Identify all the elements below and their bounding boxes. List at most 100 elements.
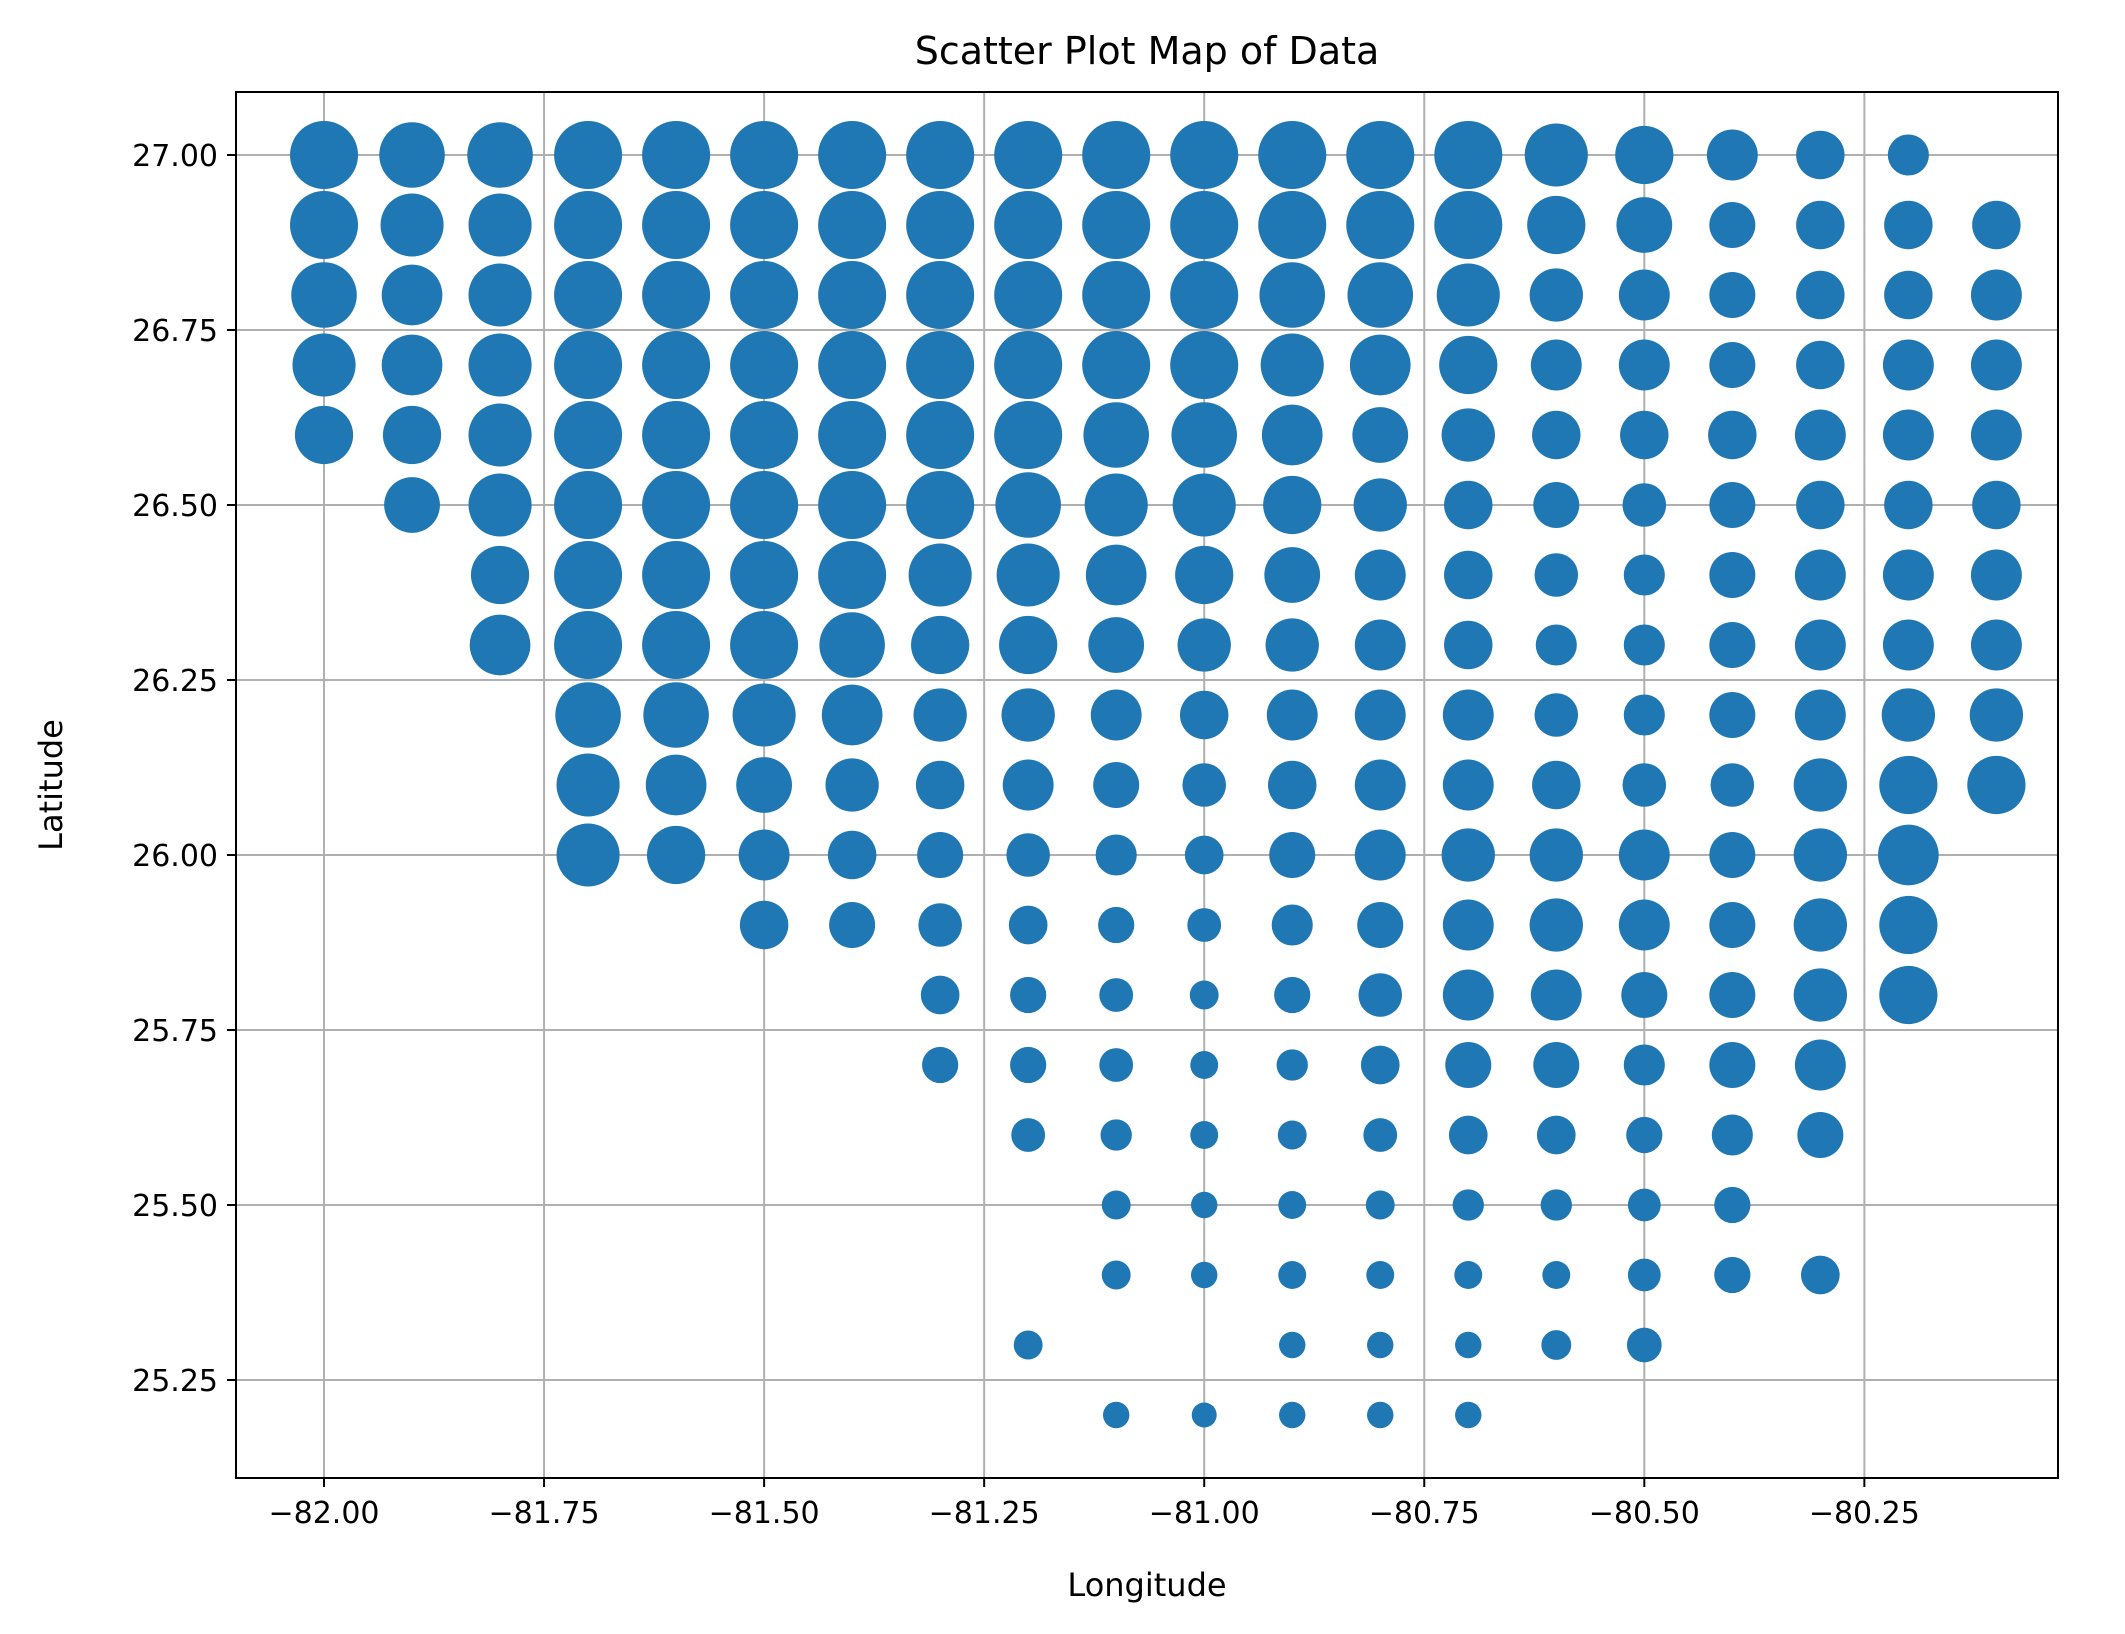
scatter-point <box>291 262 357 328</box>
scatter-point <box>1967 755 2026 815</box>
scatter-point <box>642 261 711 329</box>
scatter-point <box>1084 473 1148 537</box>
scatter-point <box>1268 760 1317 810</box>
scatter-point <box>1796 270 1845 320</box>
y-tick-label: 26.75 <box>132 314 218 349</box>
scatter-point <box>1445 1042 1492 1088</box>
scatter-point <box>1095 834 1137 876</box>
scatter-point <box>1190 1191 1218 1219</box>
scatter-point <box>1011 1118 1046 1152</box>
scatter-point <box>290 121 359 189</box>
x-axis-ticks: −82.00 −81.75 −81.50 −81.25 −81.00 −80.75 −80.… <box>269 1478 1920 1531</box>
scatter-point <box>1454 1261 1483 1289</box>
scatter-point <box>1434 121 1503 189</box>
scatter-point <box>1093 762 1140 808</box>
scatter-point <box>554 261 623 329</box>
scatter-point <box>1347 262 1414 328</box>
y-tick-label: 26.50 <box>132 489 218 524</box>
scatter-point <box>1455 1331 1482 1359</box>
scatter-point <box>818 121 887 189</box>
scatter-point <box>1708 410 1757 460</box>
scatter-point <box>1709 342 1756 388</box>
scatter-point <box>556 753 620 817</box>
scatter-point <box>1360 1045 1400 1085</box>
scatter-point <box>1263 475 1322 535</box>
scatter-point <box>915 760 965 810</box>
scatter-point <box>1709 902 1756 948</box>
scatter-point <box>1264 547 1321 603</box>
scatter-point <box>1265 618 1319 672</box>
scatter-point <box>1884 200 1933 250</box>
scatter-point <box>1436 263 1500 327</box>
scatter-point <box>645 754 707 816</box>
scatter-point <box>646 825 706 885</box>
scatter-point <box>1970 339 2022 391</box>
scatter-point <box>554 331 623 399</box>
scatter-point <box>738 829 790 881</box>
y-tick-label: 27.00 <box>132 139 218 174</box>
scatter-point <box>818 191 887 259</box>
scatter-point <box>1099 978 1134 1012</box>
scatter-point <box>1082 261 1151 329</box>
scatter-point <box>1346 121 1415 189</box>
scatter-point <box>818 401 887 469</box>
scatter-point <box>294 405 354 465</box>
scatter-point <box>1175 545 1234 605</box>
scatter-point <box>1709 272 1756 318</box>
scatter-point <box>1442 689 1494 741</box>
scatter-point <box>730 401 799 469</box>
scatter-point <box>1793 758 1848 812</box>
scatter-point <box>468 193 532 257</box>
scatter-point <box>1879 895 1938 955</box>
scatter-point <box>1623 624 1665 666</box>
scatter-point <box>1367 1401 1394 1429</box>
scatter-point <box>1191 1402 1217 1428</box>
scatter-point <box>1714 1256 1751 1294</box>
scatter-point <box>1709 972 1756 1018</box>
scatter-point <box>1085 544 1147 606</box>
scatter-point <box>1354 829 1406 881</box>
scatter-point <box>642 121 711 189</box>
scatter-point <box>1277 1120 1307 1150</box>
scatter-point <box>1367 1331 1394 1359</box>
scatter-point <box>1970 549 2022 601</box>
x-tick-label: −82.00 <box>269 1496 380 1531</box>
scatter-point <box>1529 268 1583 322</box>
scatter-point <box>1434 191 1503 259</box>
scatter-point <box>730 191 799 259</box>
scatter-point <box>1187 908 1222 942</box>
scatter-point <box>994 121 1063 189</box>
scatter-point <box>996 543 1060 607</box>
scatter-point <box>1794 549 1846 601</box>
scatter-point <box>1357 902 1404 948</box>
scatter-point <box>917 832 964 878</box>
scatter-point <box>1090 689 1142 741</box>
scatter-point <box>1008 905 1048 945</box>
scatter-point <box>730 611 799 679</box>
scatter-point <box>818 261 887 329</box>
scatter-point <box>1170 191 1239 259</box>
y-tick-label: 25.75 <box>132 1014 218 1049</box>
y-axis-ticks: 25.25 25.50 25.75 26.00 26.25 26.50 26.75 27.00 <box>132 139 236 1399</box>
scatter-point <box>554 401 623 469</box>
scatter-point <box>1618 269 1670 321</box>
scatter-point <box>1801 1255 1840 1295</box>
scatter-point <box>554 191 623 259</box>
scatter-point <box>1970 409 2022 461</box>
scatter-point <box>1709 832 1756 878</box>
scatter-point <box>1882 549 1934 601</box>
scatter-point <box>730 261 799 329</box>
scatter-point <box>1353 478 1407 532</box>
scatter-point <box>642 611 711 679</box>
scatter-point <box>1354 689 1406 741</box>
scatter-point <box>1365 1190 1395 1220</box>
scatter-point <box>1346 191 1415 259</box>
scatter-point <box>1279 1401 1306 1429</box>
scatter-point <box>643 682 709 748</box>
scatter-point <box>1879 965 1938 1025</box>
scatter-point <box>1171 402 1237 468</box>
scatter-point <box>1258 121 1327 189</box>
scatter-point <box>730 121 799 189</box>
scatter-point <box>1082 191 1151 259</box>
